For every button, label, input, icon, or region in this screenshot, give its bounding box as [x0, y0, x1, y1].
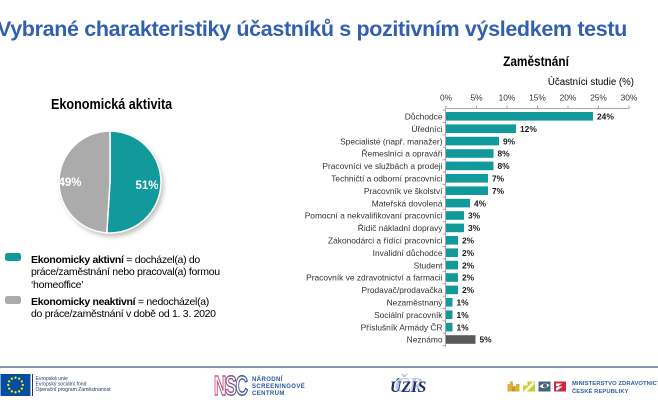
svg-text:24%: 24%	[597, 112, 614, 122]
svg-text:Operační program Zaměstnanost: Operační program Zaměstnanost	[36, 387, 112, 393]
svg-text:Evropský sociální fond: Evropský sociální fond	[36, 382, 87, 388]
svg-text:0%: 0%	[440, 93, 453, 103]
svg-text:SCREENINGOVÉ: SCREENINGOVÉ	[252, 382, 305, 390]
svg-text:Důchodce: Důchodce	[405, 112, 443, 122]
svg-text:Pomocní a nekvalifikovaní prac: Pomocní a nekvalifikovaní pracovníci	[305, 211, 443, 221]
svg-text:7%: 7%	[492, 186, 505, 196]
svg-text:5%: 5%	[470, 93, 483, 103]
svg-text:Specialisté (např. manažer): Specialisté (např. manažer)	[340, 136, 443, 146]
svg-text:51%: 51%	[135, 180, 158, 192]
svg-text:Techničtí a odborní pracovníci: Techničtí a odborní pracovníci	[331, 174, 442, 184]
svg-text:2%: 2%	[462, 260, 475, 270]
svg-text:5%: 5%	[480, 335, 493, 345]
svg-text:8%: 8%	[498, 149, 511, 159]
svg-text:49%: 49%	[58, 177, 81, 189]
svg-text:7%: 7%	[492, 174, 505, 184]
svg-text:MINISTERSTVO ZDRAVOTNICTVÍ: MINISTERSTVO ZDRAVOTNICTVÍ	[572, 379, 658, 387]
svg-text:1%: 1%	[457, 310, 470, 320]
svg-text:Invalidní důchodce: Invalidní důchodce	[373, 248, 443, 258]
svg-text:Pracovník ve zdravotnictví a f: Pracovník ve zdravotnictví a farmacii	[306, 273, 443, 283]
svg-text:Řemeslníci a opraváři: Řemeslníci a opraváři	[362, 149, 443, 159]
svg-text:25%: 25%	[590, 93, 607, 103]
svg-text:ČESKÉ REPUBLIKY: ČESKÉ REPUBLIKY	[572, 387, 629, 395]
svg-text:NÁRODNÍ: NÁRODNÍ	[252, 375, 283, 383]
svg-text:Řidič nákladní dopravy: Řidič nákladní dopravy	[358, 223, 444, 233]
svg-text:15%: 15%	[529, 93, 546, 103]
svg-text:4%: 4%	[474, 198, 487, 208]
svg-text:Student: Student	[414, 260, 444, 270]
svg-text:12%: 12%	[520, 124, 537, 134]
svg-text:3%: 3%	[468, 211, 481, 221]
svg-text:2%: 2%	[462, 248, 475, 258]
svg-text:Prodavač/prodavačka: Prodavač/prodavačka	[361, 285, 442, 295]
svg-text:20%: 20%	[560, 93, 577, 103]
svg-text:3%: 3%	[468, 223, 481, 233]
svg-text:10%: 10%	[499, 93, 516, 103]
svg-text:Sociální pracovník: Sociální pracovník	[374, 310, 443, 320]
svg-text:2%: 2%	[462, 273, 475, 283]
svg-text:Evropská unie: Evropská unie	[36, 376, 68, 382]
svg-text:Pracovníci ve službách a prode: Pracovníci ve službách a prodeji	[322, 161, 442, 171]
svg-text:Nezaměstnaný: Nezaměstnaný	[387, 298, 444, 308]
svg-text:Úředníci: Úředníci	[411, 124, 442, 134]
svg-text:2%: 2%	[462, 285, 475, 295]
svg-text:Neznámo: Neznámo	[407, 335, 443, 345]
svg-text:Příslušník Armády ČR: Příslušník Armády ČR	[361, 322, 443, 332]
svg-text:30%: 30%	[621, 93, 638, 103]
svg-text:NSC: NSC	[214, 370, 248, 400]
svg-text:Pracovník ve školství: Pracovník ve školství	[364, 186, 443, 196]
svg-text:9%: 9%	[503, 136, 516, 146]
svg-text:1%: 1%	[457, 298, 470, 308]
svg-text:Zákonodárci a řídící pracovníc: Zákonodárci a řídící pracovníci	[328, 236, 443, 246]
svg-text:2%: 2%	[462, 236, 475, 246]
svg-text:8%: 8%	[498, 161, 511, 171]
svg-text:CENTRUM: CENTRUM	[252, 391, 285, 397]
svg-text:Mateřská dovolená: Mateřská dovolená	[372, 198, 443, 208]
svg-text:1%: 1%	[457, 322, 470, 332]
